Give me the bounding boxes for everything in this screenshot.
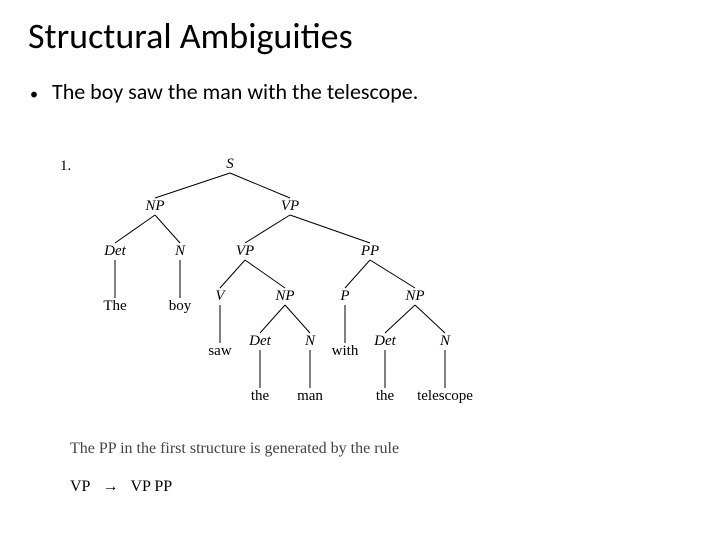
- svg-text:S: S: [226, 156, 234, 172]
- svg-text:V: V: [215, 288, 226, 304]
- svg-text:boy: boy: [169, 298, 192, 314]
- rule-rhs: VP PP: [130, 478, 172, 496]
- svg-text:N: N: [174, 243, 186, 259]
- slide-title: Structural Ambiguities: [28, 14, 353, 58]
- svg-text:VP: VP: [236, 243, 254, 259]
- svg-text:the: the: [251, 388, 270, 404]
- svg-text:N: N: [304, 333, 316, 349]
- svg-text:NP: NP: [404, 288, 424, 304]
- svg-text:telescope: telescope: [417, 388, 473, 404]
- svg-text:N: N: [439, 333, 451, 349]
- tree-svg: S NP VP Det N VP PP The boy V NP P NP saw Det Nwith Det N…: [60, 150, 480, 420]
- svg-text:with: with: [332, 343, 359, 359]
- grammar-rule: VP → VP PP: [70, 478, 172, 496]
- svg-text:man: man: [297, 388, 323, 404]
- svg-text:Det: Det: [373, 333, 396, 349]
- svg-text:Det: Det: [248, 333, 271, 349]
- svg-text:VP: VP: [281, 198, 299, 214]
- rule-lhs: VP: [70, 478, 90, 496]
- svg-text:PP: PP: [360, 243, 379, 259]
- rule-caption: The PP in the first structure is generat…: [70, 440, 399, 458]
- bullet-dot-icon: •: [30, 84, 38, 106]
- slide: { "title": "Structural Ambiguities", "bu…: [0, 0, 720, 540]
- bullet-text: The boy saw the man with the telescope.: [52, 78, 418, 105]
- svg-text:The: The: [103, 298, 127, 314]
- syntax-tree: S NP VP Det N VP PP The boy V NP P NP saw Det Nwith Det N…: [60, 150, 480, 420]
- svg-text:NP: NP: [274, 288, 294, 304]
- arrow-icon: →: [102, 478, 118, 496]
- svg-text:NP: NP: [144, 198, 164, 214]
- svg-text:the: the: [376, 388, 395, 404]
- svg-text:saw: saw: [208, 343, 231, 359]
- bullet-item: • The boy saw the man with the telescope…: [30, 78, 418, 106]
- svg-text:Det: Det: [103, 243, 126, 259]
- svg-text:P: P: [339, 288, 349, 304]
